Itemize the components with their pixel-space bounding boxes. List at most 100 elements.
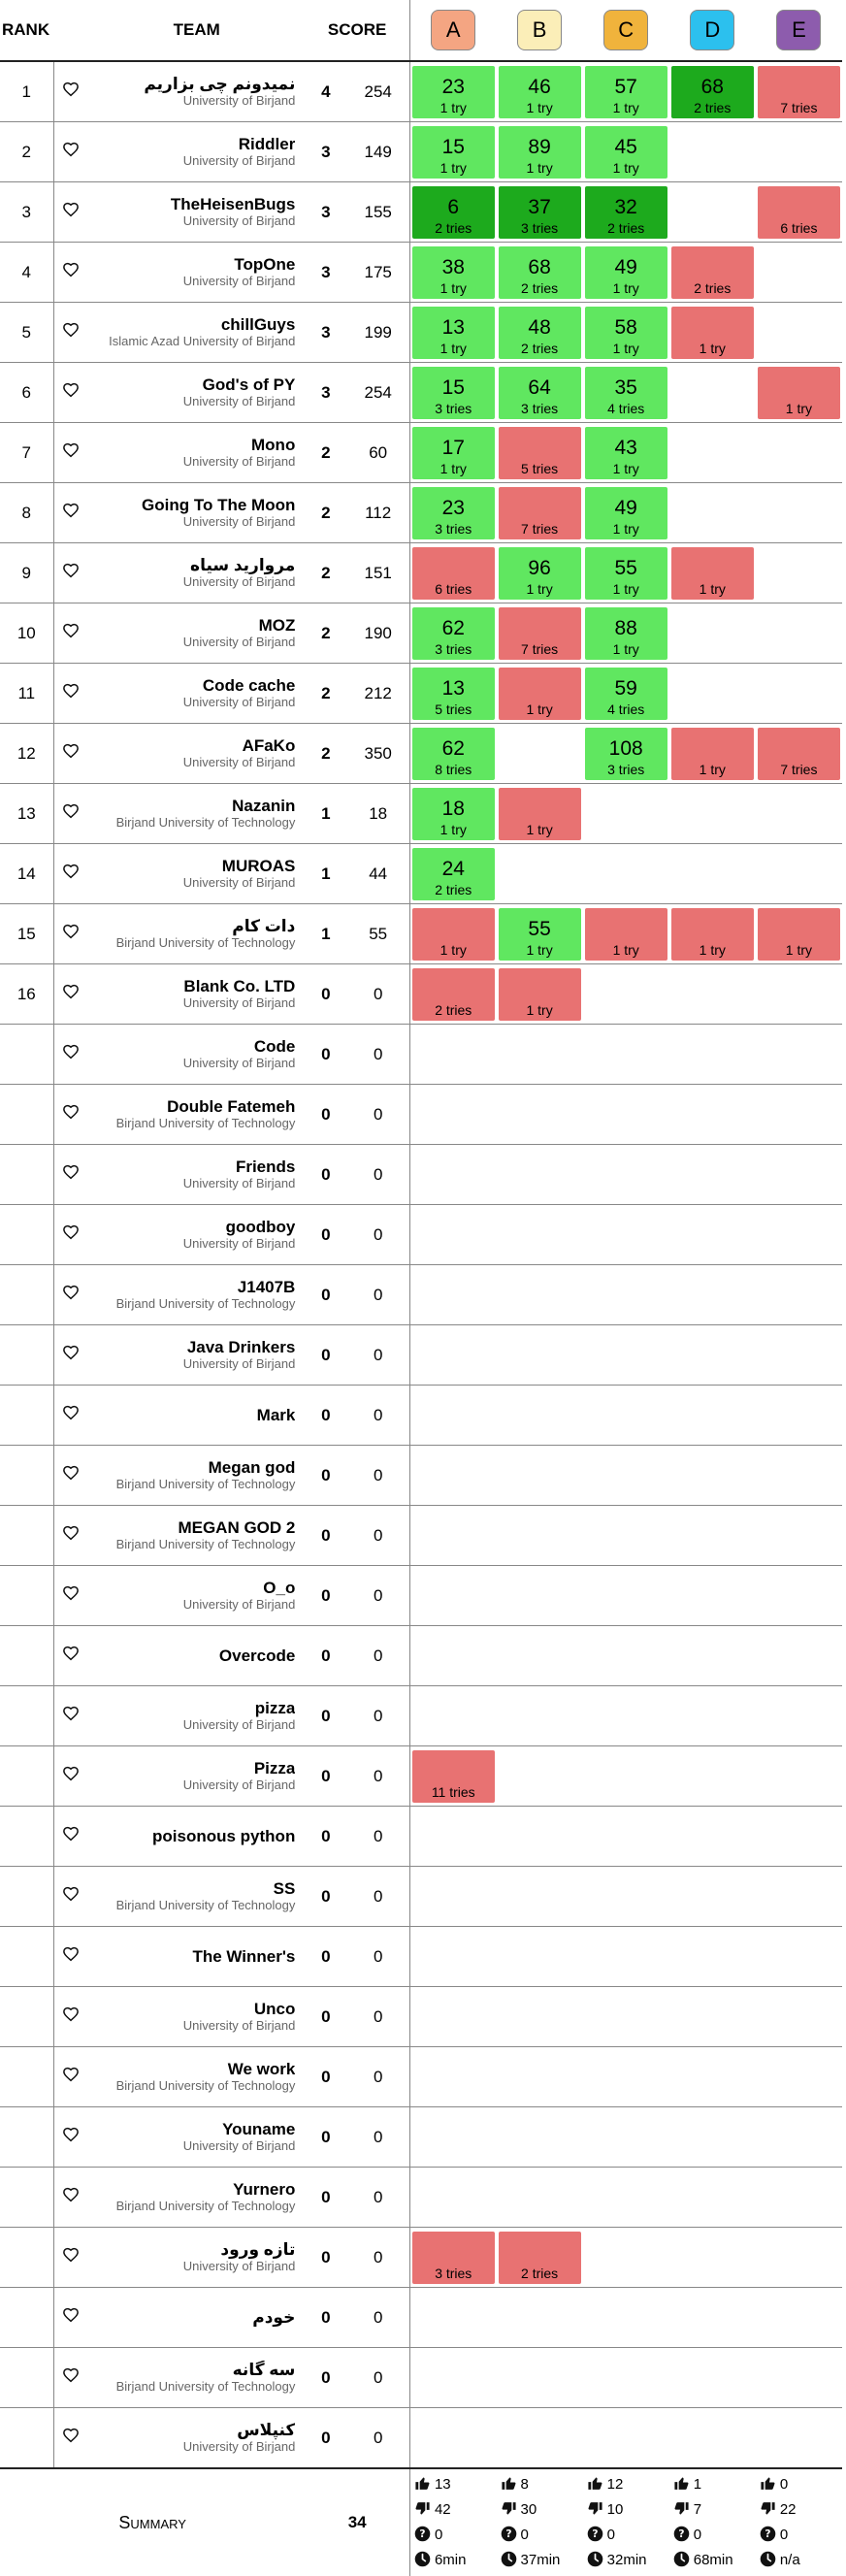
team-cell[interactable]: Blank Co. LTD University of Birjand [88,963,306,1025]
team-cell[interactable]: Yurnero Birjand University of Technology [88,2167,306,2228]
favorite-toggle[interactable] [53,1144,89,1205]
problem-result-cell[interactable]: 48 2 tries [496,302,583,363]
problem-result-cell[interactable]: 7 tries [496,482,583,543]
favorite-toggle[interactable] [53,422,89,483]
result-solved[interactable]: 17 1 try [411,426,495,479]
favorite-toggle[interactable] [53,1685,89,1746]
team-cell[interactable]: God's of PY University of Birjand [88,362,306,423]
heart-outline-icon[interactable] [62,563,80,583]
result-fail[interactable]: 1 try [584,907,667,961]
heart-outline-icon[interactable] [62,1164,80,1185]
result-fail[interactable]: 3 tries [411,2231,495,2284]
favorite-toggle[interactable] [53,903,89,964]
problem-result-cell[interactable]: 1 try [755,362,842,423]
heart-outline-icon[interactable] [62,1585,80,1606]
favorite-toggle[interactable] [53,1204,89,1265]
heart-outline-icon[interactable] [62,262,80,282]
problem-result-cell[interactable]: 2 tries [409,963,497,1025]
heart-outline-icon[interactable] [62,1285,80,1305]
favorite-toggle[interactable] [53,1866,89,1927]
problem-result-cell[interactable]: 88 1 try [582,603,669,664]
team-cell[interactable]: دات کام Birjand University of Technology [88,903,306,964]
favorite-toggle[interactable] [53,2287,89,2348]
result-fail[interactable]: 1 try [498,787,581,840]
team-cell[interactable]: AFaKo University of Birjand [88,723,306,784]
problem-result-cell[interactable]: 58 1 try [582,302,669,363]
favorite-toggle[interactable] [53,2227,89,2288]
problem-result-cell[interactable]: 57 1 try [582,61,669,122]
problem-result-cell[interactable]: 17 1 try [409,422,497,483]
result-solved[interactable]: 15 1 try [411,125,495,179]
result-fail[interactable]: 2 tries [498,2231,581,2284]
team-cell[interactable]: Riddler University of Birjand [88,121,306,182]
team-cell[interactable]: Unco University of Birjand [88,1986,306,2047]
result-fail[interactable]: 1 try [670,727,754,780]
problem-result-cell[interactable]: 1 try [409,903,497,964]
problem-result-cell[interactable]: 15 3 tries [409,362,497,423]
problem-result-cell[interactable]: 49 1 try [582,482,669,543]
result-first[interactable]: 68 2 tries [670,65,754,118]
team-cell[interactable]: Code cache University of Birjand [88,663,306,724]
result-solved[interactable]: 38 1 try [411,245,495,299]
result-solved[interactable]: 89 1 try [498,125,581,179]
favorite-toggle[interactable] [53,2347,89,2408]
result-solved[interactable]: 43 1 try [584,426,667,479]
problem-badge[interactable]: D [690,10,735,50]
favorite-toggle[interactable] [53,542,89,603]
result-fail[interactable]: 7 tries [498,486,581,539]
result-fail[interactable]: 2 tries [411,967,495,1021]
result-solved[interactable]: 23 3 tries [411,486,495,539]
result-solved[interactable]: 49 1 try [584,486,667,539]
heart-outline-icon[interactable] [62,1465,80,1485]
team-cell[interactable]: We work Birjand University of Technology [88,2046,306,2107]
result-solved[interactable]: 64 3 tries [498,366,581,419]
problem-header[interactable]: C [582,0,669,62]
problem-result-cell[interactable]: 45 1 try [582,121,669,182]
favorite-toggle[interactable] [53,1926,89,1987]
heart-outline-icon[interactable] [62,1345,80,1365]
team-cell[interactable]: goodboy University of Birjand [88,1204,306,1265]
favorite-toggle[interactable] [53,1445,89,1506]
problem-result-cell[interactable]: 32 2 tries [582,181,669,243]
problem-result-cell[interactable]: 68 2 tries [668,61,756,122]
heart-outline-icon[interactable] [62,442,80,463]
result-solved[interactable]: 68 2 tries [498,245,581,299]
team-cell[interactable]: Mono University of Birjand [88,422,306,483]
result-solved[interactable]: 62 8 tries [411,727,495,780]
result-solved[interactable]: 57 1 try [584,65,667,118]
problem-result-cell[interactable]: 1 try [582,903,669,964]
problem-header[interactable]: D [668,0,756,62]
problem-result-cell[interactable]: 55 1 try [582,542,669,603]
team-cell[interactable]: poisonous python [88,1806,306,1867]
team-cell[interactable]: TheHeisenBugs University of Birjand [88,181,306,243]
problem-result-cell[interactable]: 59 4 tries [582,663,669,724]
team-cell[interactable]: Mark [88,1385,306,1446]
heart-outline-icon[interactable] [62,382,80,403]
team-cell[interactable]: تازه ورود University of Birjand [88,2227,306,2288]
problem-result-cell[interactable]: 68 2 tries [496,242,583,303]
problem-result-cell[interactable]: 15 1 try [409,121,497,182]
problem-header[interactable]: B [496,0,583,62]
team-cell[interactable]: Going To The Moon University of Birjand [88,482,306,543]
result-fail[interactable]: 6 tries [411,546,495,600]
result-fail[interactable]: 7 tries [757,727,840,780]
favorite-toggle[interactable] [53,843,89,904]
result-solved[interactable]: 58 1 try [584,306,667,359]
heart-outline-icon[interactable] [62,1044,80,1064]
heart-outline-icon[interactable] [62,2006,80,2027]
favorite-toggle[interactable] [53,362,89,423]
problem-badge[interactable]: C [603,10,649,50]
problem-result-cell[interactable]: 96 1 try [496,542,583,603]
team-cell[interactable]: Youname University of Birjand [88,2106,306,2168]
result-solved[interactable]: 23 1 try [411,65,495,118]
team-cell[interactable]: Overcode [88,1625,306,1686]
problem-result-cell[interactable]: 46 1 try [496,61,583,122]
problem-result-cell[interactable]: 7 tries [755,61,842,122]
heart-outline-icon[interactable] [62,202,80,222]
problem-result-cell[interactable]: 55 1 try [496,903,583,964]
heart-outline-icon[interactable] [62,2067,80,2087]
result-fail[interactable]: 11 tries [411,1749,495,1803]
favorite-toggle[interactable] [53,1024,89,1085]
favorite-toggle[interactable] [53,1264,89,1325]
